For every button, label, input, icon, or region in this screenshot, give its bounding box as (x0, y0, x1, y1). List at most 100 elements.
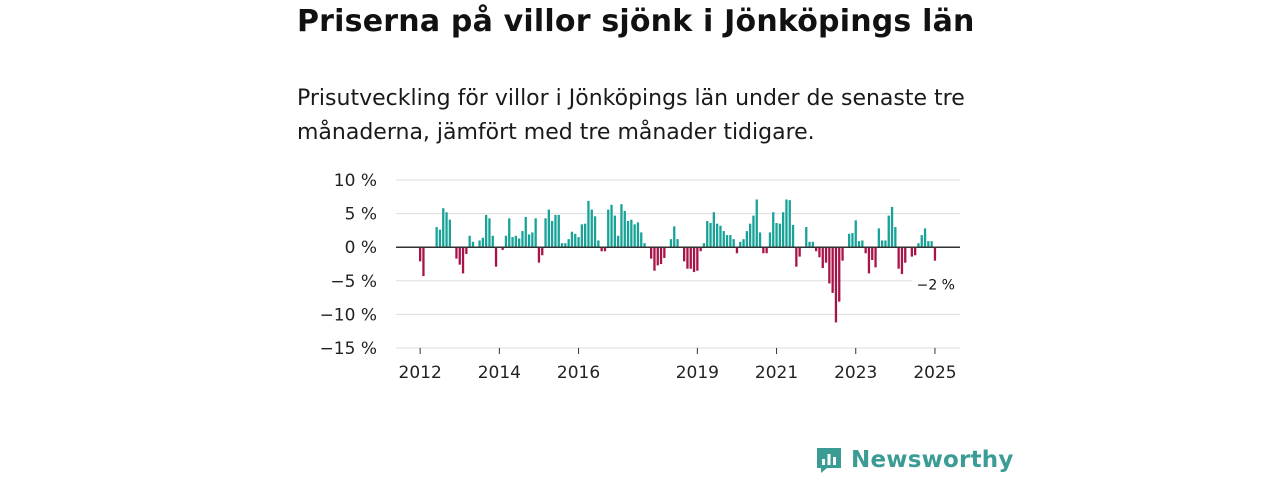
bar (933, 247, 937, 261)
y-tick-label: 10 % (334, 171, 377, 191)
bar (755, 199, 758, 248)
bar (897, 247, 900, 269)
bar (716, 223, 719, 248)
bar (438, 229, 442, 248)
bar (824, 247, 828, 263)
bar (854, 220, 857, 248)
chart-title: Priserna på villor sjönk i Jönköpings lä… (297, 4, 975, 39)
chart-subtitle: Prisutveckling för villor i Jönköpings l… (297, 86, 965, 145)
x-tick-label: 2016 (557, 363, 600, 383)
bar (537, 247, 541, 263)
bar (600, 247, 603, 252)
bar (778, 223, 781, 248)
bar (514, 235, 517, 248)
bar (501, 247, 504, 250)
bar (442, 208, 445, 248)
bar (590, 209, 593, 248)
bar (650, 247, 653, 259)
bar (772, 212, 775, 248)
bar (739, 241, 742, 248)
bar (554, 214, 557, 248)
y-tick-label: 5 % (345, 205, 377, 225)
bar (518, 238, 521, 248)
bar (709, 223, 712, 248)
bar (455, 247, 458, 259)
bar (828, 247, 831, 284)
bar (683, 247, 686, 262)
bar (712, 212, 715, 248)
bar (768, 232, 772, 248)
bar (871, 247, 874, 260)
bar (508, 218, 511, 248)
bar (676, 239, 679, 248)
bar (504, 235, 508, 248)
newsworthy-logo-icon (817, 448, 841, 473)
bar (557, 214, 560, 248)
bar (640, 232, 643, 248)
bar (881, 240, 884, 248)
bar (630, 219, 633, 248)
x-tick-label: 2025 (913, 363, 956, 383)
bar (613, 215, 616, 248)
bar (904, 247, 907, 263)
bar (838, 247, 841, 302)
bar (488, 218, 491, 248)
y-tick-label: −10 % (320, 305, 377, 325)
bar (890, 206, 894, 248)
bar (435, 227, 438, 248)
bar (481, 237, 484, 248)
axes (396, 246, 960, 354)
bar (758, 232, 762, 248)
bar (732, 239, 735, 248)
bar (791, 225, 795, 248)
bar (689, 247, 692, 269)
bar (663, 247, 666, 258)
bar (521, 231, 524, 248)
x-tick-label: 2019 (676, 363, 719, 383)
bar (603, 247, 607, 252)
bar (808, 241, 811, 248)
bar (448, 219, 451, 248)
bar (584, 223, 587, 248)
bar (795, 247, 798, 267)
x-tick-label: 2023 (834, 363, 877, 383)
bar (923, 228, 927, 248)
bar (610, 204, 613, 248)
bar (491, 235, 494, 248)
bar (617, 235, 620, 248)
bar (551, 220, 554, 248)
bar (706, 220, 709, 248)
bar (419, 247, 422, 262)
bar (834, 247, 838, 323)
bar (722, 231, 725, 248)
brand-name: Newsworthy (851, 447, 1014, 473)
bar (623, 210, 626, 248)
bar (656, 247, 659, 266)
bar (587, 200, 590, 248)
bar (567, 239, 570, 248)
bar (894, 227, 897, 248)
x-tick-label: 2014 (478, 363, 521, 383)
bar (867, 247, 871, 274)
bar (752, 215, 755, 248)
bar-series (419, 199, 937, 323)
bar (531, 232, 534, 248)
bar (884, 240, 887, 248)
bar (547, 209, 550, 248)
bar (702, 243, 706, 248)
y-tick-label: −15 % (320, 339, 377, 359)
bar (607, 209, 610, 248)
bar (597, 240, 600, 248)
bar (692, 247, 696, 273)
bar (541, 247, 544, 256)
bar (821, 247, 824, 269)
bar (574, 233, 577, 248)
bar (745, 231, 748, 248)
bar (696, 247, 699, 271)
bar (864, 247, 867, 254)
bar (643, 243, 646, 248)
bar (811, 241, 814, 248)
bar (673, 226, 676, 248)
bar (570, 231, 574, 248)
bar (910, 247, 913, 257)
